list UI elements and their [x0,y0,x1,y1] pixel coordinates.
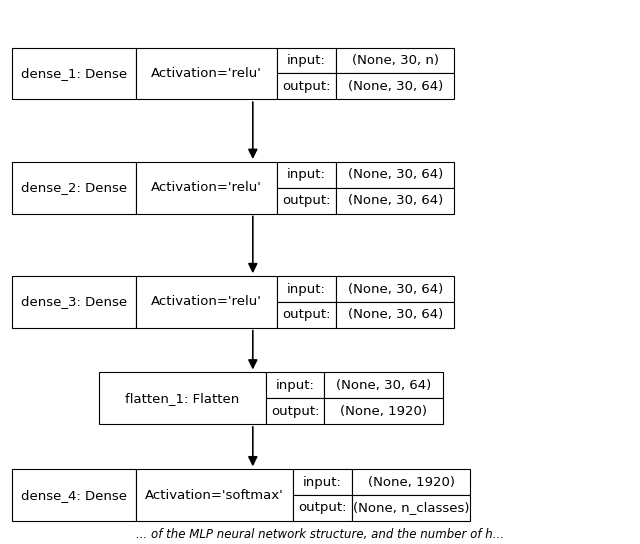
Text: (None, 30, n): (None, 30, n) [352,54,438,67]
Bar [324,398,443,424]
Text: dense_2: Dense: dense_2: Dense [21,181,127,194]
Text: (None, 30, 64): (None, 30, 64) [348,80,443,93]
Bar [266,398,324,424]
Text: output:: output: [282,80,331,93]
Bar [136,469,293,521]
Text: input:: input: [276,379,314,392]
Text: (None, 1920): (None, 1920) [368,475,454,489]
Bar [136,47,277,99]
Text: Activation='relu': Activation='relu' [151,181,262,194]
Bar [293,469,352,495]
Bar [336,48,454,73]
Bar [136,276,277,327]
Text: output:: output: [282,194,331,207]
Bar [12,47,136,99]
Bar [277,188,336,213]
Bar [277,73,336,99]
Text: output:: output: [298,502,347,515]
Text: dense_1: Dense: dense_1: Dense [21,67,127,80]
Text: dense_4: Dense: dense_4: Dense [21,489,127,502]
Bar [336,162,454,188]
Bar [12,162,136,213]
Bar [352,495,470,521]
Bar [12,276,136,327]
Bar [336,73,454,99]
Text: (None, n_classes): (None, n_classes) [353,502,470,515]
Bar [277,48,336,73]
Text: Activation='softmax': Activation='softmax' [145,489,284,502]
Text: (None, 30, 64): (None, 30, 64) [336,379,431,392]
Text: (None, 1920): (None, 1920) [340,405,427,418]
Bar [277,276,336,302]
Text: (None, 30, 64): (None, 30, 64) [348,308,443,322]
Bar [277,162,336,188]
Text: input:: input: [287,282,326,295]
Bar [352,469,470,495]
Bar [293,495,352,521]
Text: flatten_1: Flatten: flatten_1: Flatten [125,392,239,405]
Bar [336,276,454,302]
Text: dense_3: Dense: dense_3: Dense [21,295,127,308]
Text: (None, 30, 64): (None, 30, 64) [348,194,443,207]
Bar [277,302,336,327]
Bar [12,469,136,521]
Text: output:: output: [282,308,331,322]
Bar [336,188,454,213]
Text: output:: output: [271,405,319,418]
Text: Activation='relu': Activation='relu' [151,67,262,80]
Bar [99,372,266,424]
Text: Activation='relu': Activation='relu' [151,295,262,308]
Text: input:: input: [303,475,342,489]
Bar [266,372,324,398]
Text: input:: input: [287,168,326,181]
Bar [336,302,454,327]
Bar [136,162,277,213]
Text: input:: input: [287,54,326,67]
Bar [324,372,443,398]
Text: (None, 30, 64): (None, 30, 64) [348,282,443,295]
Text: (None, 30, 64): (None, 30, 64) [348,168,443,181]
Text: ... of the MLP neural network structure, and the number of h...: ... of the MLP neural network structure,… [136,528,504,541]
